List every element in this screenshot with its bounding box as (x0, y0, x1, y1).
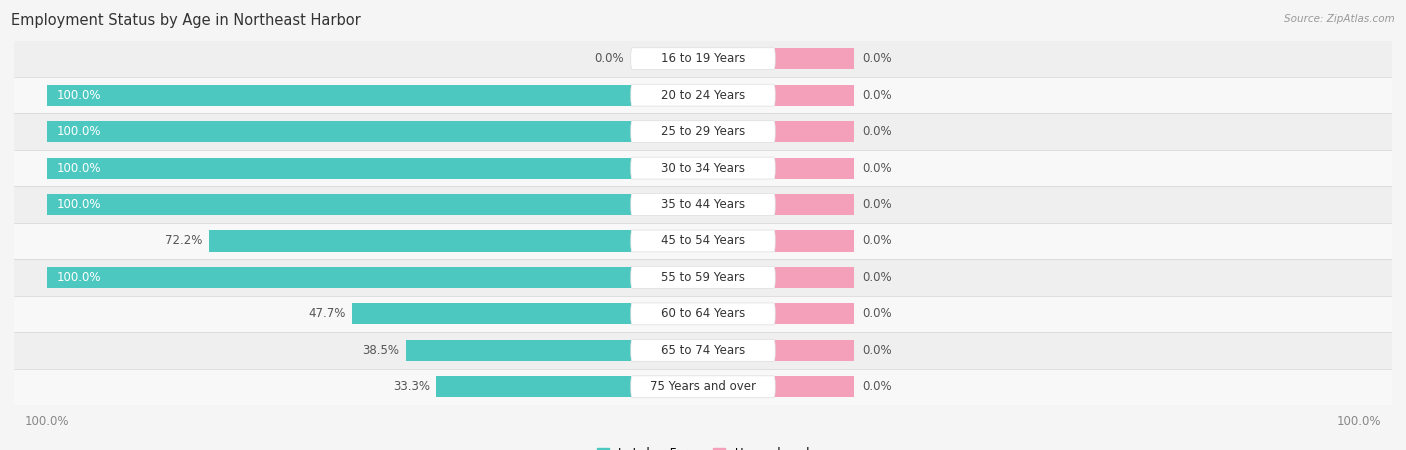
Bar (775, 303, 853, 324)
Bar (14, 113, 1392, 150)
Bar (14, 259, 1392, 296)
Text: 0.0%: 0.0% (862, 125, 891, 138)
Text: 0.0%: 0.0% (862, 89, 891, 102)
Text: 0.0%: 0.0% (862, 234, 891, 248)
Text: 16 to 19 Years: 16 to 19 Years (661, 52, 745, 65)
Text: 38.5%: 38.5% (363, 344, 399, 357)
FancyBboxPatch shape (631, 230, 775, 252)
Bar (775, 340, 853, 361)
FancyBboxPatch shape (631, 84, 775, 106)
FancyBboxPatch shape (631, 194, 775, 216)
FancyBboxPatch shape (631, 266, 775, 288)
Bar (14, 369, 1392, 405)
Text: 0.0%: 0.0% (862, 162, 891, 175)
Text: 0.0%: 0.0% (862, 380, 891, 393)
FancyBboxPatch shape (631, 303, 775, 325)
Bar (406, 340, 631, 361)
Bar (46, 85, 631, 106)
Bar (14, 77, 1392, 113)
Bar (14, 150, 1392, 186)
Text: 0.0%: 0.0% (862, 198, 891, 211)
Bar (14, 186, 1392, 223)
FancyBboxPatch shape (631, 376, 775, 398)
Bar (46, 267, 631, 288)
Text: 0.0%: 0.0% (862, 52, 891, 65)
Bar (353, 303, 631, 324)
Text: 30 to 34 Years: 30 to 34 Years (661, 162, 745, 175)
Legend: In Labor Force, Unemployed: In Labor Force, Unemployed (592, 442, 814, 450)
Text: 47.7%: 47.7% (308, 307, 346, 320)
Bar (14, 296, 1392, 332)
Bar (209, 230, 631, 252)
Text: 100.0%: 100.0% (56, 89, 101, 102)
FancyBboxPatch shape (631, 157, 775, 179)
Bar (14, 40, 1392, 77)
Bar (436, 376, 631, 397)
Text: Source: ZipAtlas.com: Source: ZipAtlas.com (1284, 14, 1395, 23)
Bar (775, 194, 853, 215)
Bar (14, 332, 1392, 369)
Bar (775, 85, 853, 106)
FancyBboxPatch shape (631, 48, 775, 70)
Bar (775, 158, 853, 179)
Text: 100.0%: 100.0% (56, 198, 101, 211)
Text: 100.0%: 100.0% (56, 162, 101, 175)
Bar (775, 230, 853, 252)
Text: 72.2%: 72.2% (166, 234, 202, 248)
Text: 55 to 59 Years: 55 to 59 Years (661, 271, 745, 284)
Text: 75 Years and over: 75 Years and over (650, 380, 756, 393)
Text: 25 to 29 Years: 25 to 29 Years (661, 125, 745, 138)
Text: 0.0%: 0.0% (862, 344, 891, 357)
Bar (775, 267, 853, 288)
Text: 33.3%: 33.3% (392, 380, 430, 393)
Text: 0.0%: 0.0% (862, 271, 891, 284)
Bar (775, 48, 853, 69)
Text: 35 to 44 Years: 35 to 44 Years (661, 198, 745, 211)
Text: 45 to 54 Years: 45 to 54 Years (661, 234, 745, 248)
Text: Employment Status by Age in Northeast Harbor: Employment Status by Age in Northeast Ha… (11, 14, 361, 28)
Text: 0.0%: 0.0% (862, 307, 891, 320)
Bar (775, 376, 853, 397)
Text: 65 to 74 Years: 65 to 74 Years (661, 344, 745, 357)
FancyBboxPatch shape (631, 121, 775, 143)
Bar (46, 194, 631, 215)
Bar (46, 158, 631, 179)
Text: 100.0%: 100.0% (56, 125, 101, 138)
Text: 20 to 24 Years: 20 to 24 Years (661, 89, 745, 102)
Bar (14, 223, 1392, 259)
Bar (775, 121, 853, 142)
FancyBboxPatch shape (631, 339, 775, 361)
Text: 0.0%: 0.0% (595, 52, 624, 65)
Text: 60 to 64 Years: 60 to 64 Years (661, 307, 745, 320)
Text: 100.0%: 100.0% (56, 271, 101, 284)
Bar (46, 121, 631, 142)
